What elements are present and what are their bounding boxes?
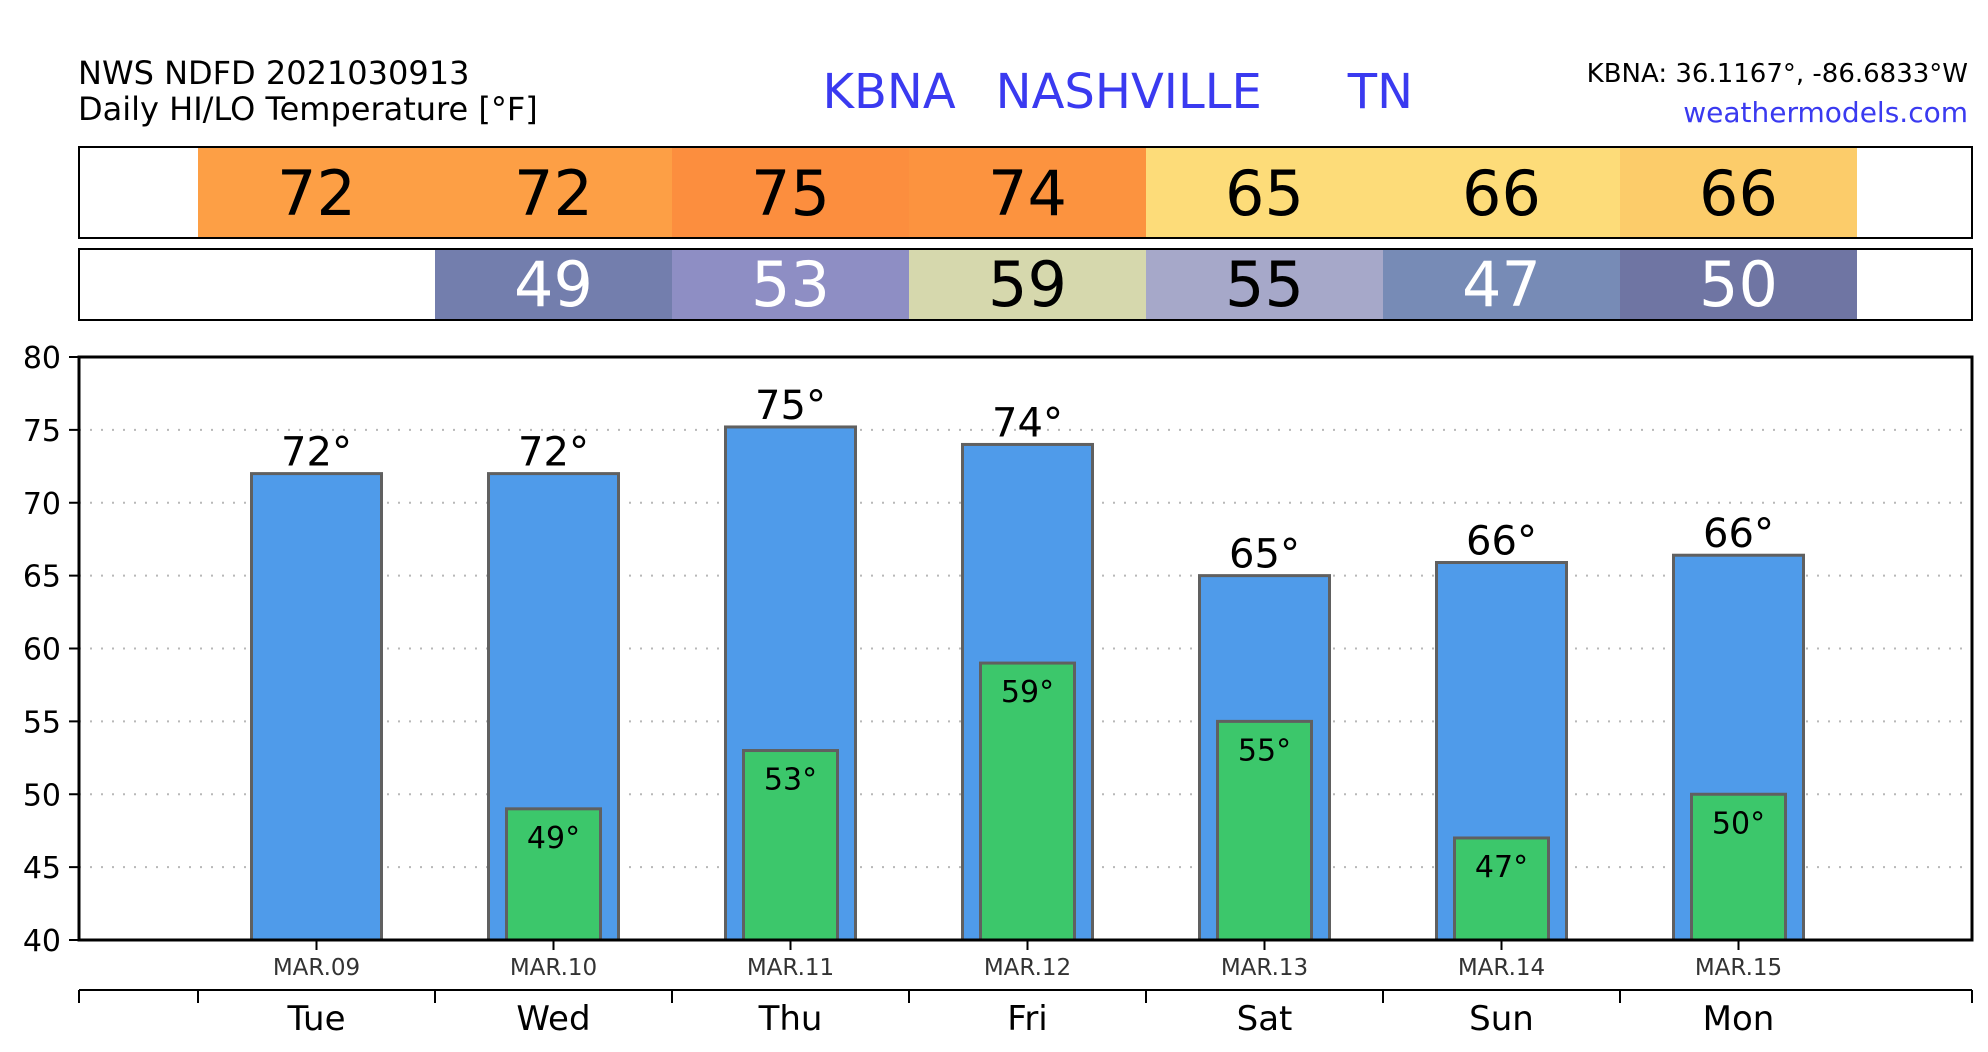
- date-label: MAR.09: [273, 955, 360, 981]
- lo-strip-frame: [78, 248, 1973, 321]
- lo-temp-label: 55°: [1238, 733, 1291, 768]
- lo-strip-cell: [435, 250, 672, 319]
- bars: 72° 72° 49° 75° 53° 74° 59° 65° 55° 66° 47° 66° 50°: [250, 383, 1805, 942]
- lo-temp-bar: [742, 749, 839, 942]
- lo-temp-bar: [505, 807, 602, 942]
- lo-strip-cell: [1383, 250, 1620, 319]
- day-label: Mon: [1703, 999, 1775, 1039]
- hi-strip-value: 66: [1699, 157, 1778, 230]
- station-title: KBNA NASHVILLE TN: [823, 64, 1414, 120]
- station-name: NASHVILLE: [995, 64, 1262, 120]
- date-label: MAR.10: [510, 955, 597, 981]
- lo-temp-bar: [1216, 719, 1313, 942]
- station-state: TN: [1347, 64, 1413, 120]
- hi-strip-frame: [78, 146, 1973, 239]
- y-tick-label: 75: [23, 414, 61, 449]
- lo-strip-value: 50: [1699, 248, 1778, 321]
- y-tick-label: 60: [23, 633, 61, 668]
- hi-strip-cell: [198, 148, 435, 237]
- station-id: KBNA: [822, 64, 956, 120]
- hi-temp-label: 66°: [1466, 519, 1537, 565]
- lo-temp-label: 47°: [1475, 850, 1528, 885]
- hi-temp-bar: [250, 472, 383, 942]
- chart-subtitle: Daily HI/LO Temperature [°F]: [78, 90, 538, 128]
- y-tick-label: 50: [23, 778, 61, 813]
- lo-strip-cell: [1620, 250, 1857, 319]
- y-tick-label: 40: [23, 924, 61, 959]
- hi-temp-label: 74°: [992, 400, 1063, 446]
- y-tick-label: 45: [23, 851, 61, 886]
- lo-strip-cell: [672, 250, 909, 319]
- y-tick-label: 55: [23, 705, 61, 740]
- hi-strip: 72 72 75 74 65 66 66: [198, 148, 1857, 237]
- hi-strip-value: 74: [988, 157, 1067, 230]
- lo-strip-value: 59: [988, 248, 1067, 321]
- lo-strip-cell: [1146, 250, 1383, 319]
- day-label: Thu: [758, 999, 823, 1039]
- hi-temp-label: 72°: [518, 430, 589, 476]
- lo-strip-value: 49: [514, 248, 593, 321]
- lo-strip-value: 53: [751, 248, 830, 321]
- lo-strip-cell: [909, 250, 1146, 319]
- y-tick-label: 65: [23, 560, 61, 595]
- hi-temp-label: 72°: [281, 430, 352, 476]
- lo-strip-value: 55: [1225, 248, 1304, 321]
- source-label: NWS NDFD 2021030913: [78, 54, 470, 92]
- station-coordinates: KBNA: 36.1167°, -86.6833°W: [1586, 59, 1968, 89]
- hi-temp-label: 65°: [1229, 532, 1300, 578]
- lo-temp-label: 49°: [527, 821, 580, 856]
- day-label: Sun: [1469, 999, 1534, 1039]
- day-label: Wed: [516, 999, 590, 1039]
- y-tick-label: 80: [23, 341, 61, 376]
- hi-strip-value: 72: [277, 157, 356, 230]
- hi-strip-cell: [672, 148, 909, 237]
- date-label: MAR.14: [1458, 955, 1545, 981]
- lo-temp-label: 59°: [1001, 675, 1054, 710]
- hi-strip-value: 75: [751, 157, 830, 230]
- hi-temp-label: 66°: [1703, 511, 1774, 557]
- lo-temp-label: 53°: [764, 763, 817, 798]
- x-axis: MAR.09 Tue MAR.10 Wed MAR.11 Thu MAR.12 Fri MAR.…: [78, 940, 1973, 1039]
- hi-temp-label: 75°: [755, 383, 826, 429]
- lo-temp-label: 50°: [1712, 806, 1765, 841]
- date-label: MAR.13: [1221, 955, 1308, 981]
- day-label: Fri: [1007, 999, 1048, 1039]
- hi-strip-value: 66: [1462, 157, 1541, 230]
- hi-strip-cell: [435, 148, 672, 237]
- hi-strip-cell: [1620, 148, 1857, 237]
- hi-strip-value: 65: [1225, 157, 1304, 230]
- y-tick-label: 70: [23, 487, 61, 522]
- hi-strip-cell: [1146, 148, 1383, 237]
- day-label: Tue: [286, 999, 345, 1039]
- hi-strip-cell: [1383, 148, 1620, 237]
- lo-strip: 49 53 59 55 47 50: [435, 248, 1857, 321]
- hi-strip-value: 72: [514, 157, 593, 230]
- lo-temp-bar: [1690, 792, 1787, 942]
- hi-strip-cell: [909, 148, 1146, 237]
- date-label: MAR.12: [984, 955, 1071, 981]
- date-label: MAR.11: [747, 955, 834, 981]
- y-axis: 40 45 50 55 60 65 70 75 80: [23, 341, 79, 959]
- lo-temp-bar: [979, 661, 1076, 942]
- date-label: MAR.15: [1695, 955, 1782, 981]
- website-link[interactable]: weathermodels.com: [1683, 96, 1968, 129]
- lo-strip-value: 47: [1462, 248, 1541, 321]
- day-label: Sat: [1237, 999, 1293, 1039]
